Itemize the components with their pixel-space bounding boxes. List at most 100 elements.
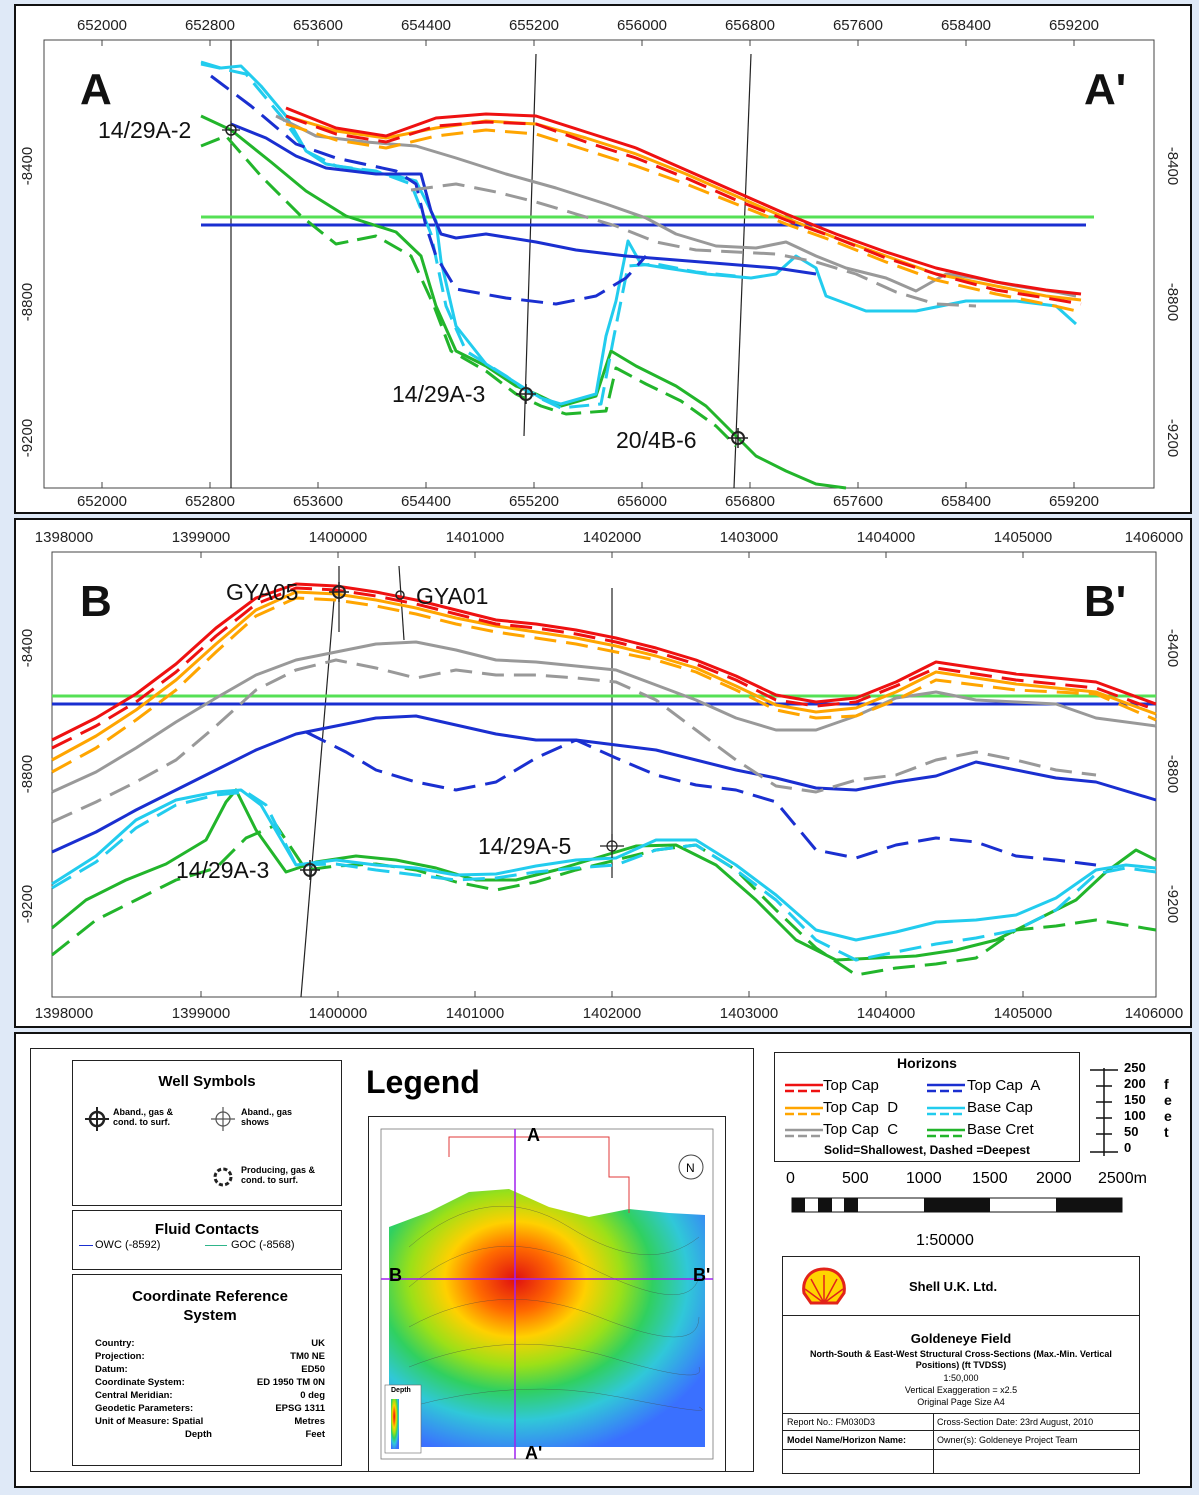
x-tick: 1400000: [309, 1005, 367, 1022]
horizon-top-cap-a-solid: [230, 122, 817, 276]
x-tick: 652000: [77, 17, 127, 34]
well-marker-14-29a-2: [222, 121, 240, 139]
depth-colorbar-title: Depth: [391, 1387, 411, 1394]
horizon-label: Base Cret: [967, 1121, 1034, 1138]
x-tick: 656800: [725, 493, 775, 510]
well-track-14-29a-3: [300, 599, 335, 998]
x-tick: 1405000: [994, 1005, 1052, 1022]
well-label: GYA01: [416, 583, 488, 609]
well-marker-gya05: [329, 582, 349, 602]
y-axis-right: -8400 -8800 -9200: [1164, 147, 1181, 457]
x-tick: 652800: [185, 493, 235, 510]
y-tick: -9200: [1164, 419, 1181, 457]
horizon-top-cap-a-solid: [51, 714, 1157, 854]
x-axis-bottom: 1398000 1399000 1400000 1401000 1402000 …: [35, 1005, 1183, 1022]
unit-letter: f: [1164, 1076, 1169, 1092]
horizon-label: Top Cap D: [823, 1099, 899, 1116]
horizon-top-cap-c-solid: [51, 640, 1157, 794]
section-a-panel: 652000 652800 653600 654400 655200 65600…: [14, 4, 1192, 514]
section-start-label: A: [80, 65, 112, 114]
owner: Owner(s): Goldeneye Project Team: [937, 1435, 1078, 1445]
crs-key: Country:: [95, 1338, 135, 1349]
horizon-top-cap-a-dashed: [210, 74, 648, 306]
section-start-label: B: [80, 577, 112, 626]
x-tick: 1403000: [720, 529, 778, 546]
horizons-b: [51, 582, 1157, 977]
x-tick: 659200: [1049, 493, 1099, 510]
well-symbols-box: Well Symbols Aband., gas & cond. to surf…: [72, 1060, 342, 1206]
vertical-exaggeration: Vertical Exaggeration = x2.5: [904, 1385, 1018, 1395]
crs-key: Geodetic Parameters:: [95, 1403, 194, 1414]
shell-logo-icon: [802, 1267, 846, 1305]
bar-scale-ratio: 1:50000: [916, 1232, 974, 1249]
x-tick: 657600: [833, 17, 883, 34]
goc-label: GOC (-8568): [231, 1239, 295, 1251]
x-tick: 656000: [617, 17, 667, 34]
crs-key: Datum:: [95, 1364, 128, 1375]
x-tick: 1399000: [172, 529, 230, 546]
well-track-14-29a-3: [523, 53, 537, 437]
plot-frame: [43, 39, 1155, 489]
map-label-a-prime: A': [525, 1443, 543, 1463]
horizon-base-cret-solid: [51, 788, 1157, 962]
section-end-label: A': [1084, 65, 1126, 114]
crs-value: EPSG 1311: [275, 1403, 325, 1414]
field-name: Goldeneye Field: [910, 1331, 1012, 1346]
horizon-swatches: [785, 1083, 965, 1138]
crs-key: Central Meridian:: [95, 1390, 173, 1401]
well-track-gya01: [398, 565, 405, 641]
fluid-contacts-box: Fluid Contacts OWC (-8592) GOC (-8568): [72, 1210, 342, 1270]
y-tick: -8800: [1164, 755, 1181, 793]
x-tick: 658400: [941, 493, 991, 510]
x-tick: 656000: [617, 493, 667, 510]
x-tick: 658400: [941, 17, 991, 34]
horizon-top-cap-d-dashed: [51, 596, 1157, 774]
vscale-tick: 0: [1124, 1140, 1132, 1155]
well-symbols-title: Well Symbols: [158, 1073, 256, 1090]
horizons-box: Horizons Top Cap Top Cap D Top Cap C Top…: [774, 1052, 1080, 1162]
bar-scale-tick: 500: [842, 1170, 869, 1187]
crs-title: Coordinate Reference System: [132, 1288, 288, 1324]
horizon-top-cap-a-dashed: [305, 730, 1097, 867]
y-tick: -9200: [1164, 885, 1181, 923]
x-tick: 659200: [1049, 17, 1099, 34]
aband-gas-shows-icon: [211, 1107, 235, 1131]
horizon-base-cap-dashed: [51, 790, 1157, 962]
crs-value: Feet: [305, 1429, 325, 1440]
vertical-scale-labels: 250 200 150 100 50 0: [1124, 1060, 1146, 1156]
crs-value: UK: [311, 1338, 325, 1349]
horizon-top-cap-dashed: [51, 586, 1157, 750]
y-axis-right: -8400 -8800 -9200: [1164, 629, 1181, 923]
svg-text:N: N: [686, 1161, 695, 1175]
x-tick: 1404000: [857, 1005, 915, 1022]
title-block: Shell U.K. Ltd. Goldeneye Field North-So…: [782, 1256, 1140, 1474]
vscale-tick: 250: [1124, 1060, 1146, 1075]
producing-gas-icon: [213, 1167, 233, 1187]
x-tick: 653600: [293, 493, 343, 510]
horizons-title: Horizons: [897, 1055, 957, 1071]
section-a-plot: 652000 652800 653600 654400 655200 65600…: [19, 17, 1181, 510]
well-symbol-label: Producing, gas & cond. to surf.: [241, 1165, 316, 1185]
horizon-top-cap-d-solid: [51, 590, 1157, 762]
legend-title: Legend: [366, 1064, 480, 1100]
y-tick: -8800: [1164, 283, 1181, 321]
well-label: 14/29A-3: [176, 857, 269, 883]
map-label-b: B: [389, 1265, 402, 1285]
well-symbol-label: Aband., gas & cond. to surf.: [113, 1107, 174, 1127]
horizon-base-cret-dashed: [200, 134, 738, 448]
x-tick: 654400: [401, 493, 451, 510]
x-tick: 657600: [833, 493, 883, 510]
x-axis-top: 652000 652800 653600 654400 655200 65600…: [77, 17, 1099, 34]
unit-letter: e: [1164, 1108, 1172, 1124]
section-end-label: B': [1084, 577, 1126, 626]
unit-letter: e: [1164, 1092, 1172, 1108]
bar-scale-tick: 1000: [906, 1170, 942, 1187]
bar-scale-labels: 0 500 1000 1500 2000 2500m: [786, 1170, 1186, 1194]
x-tick: 1403000: [720, 1005, 778, 1022]
x-tick: 1398000: [35, 1005, 93, 1022]
well-label: 14/29A-2: [98, 117, 191, 143]
crs-value: TM0 NE: [290, 1351, 325, 1362]
x-tick: 1400000: [309, 529, 367, 546]
horizon-base-cret-dashed: [51, 823, 1157, 977]
crs-key: Coordinate System:: [95, 1377, 185, 1388]
